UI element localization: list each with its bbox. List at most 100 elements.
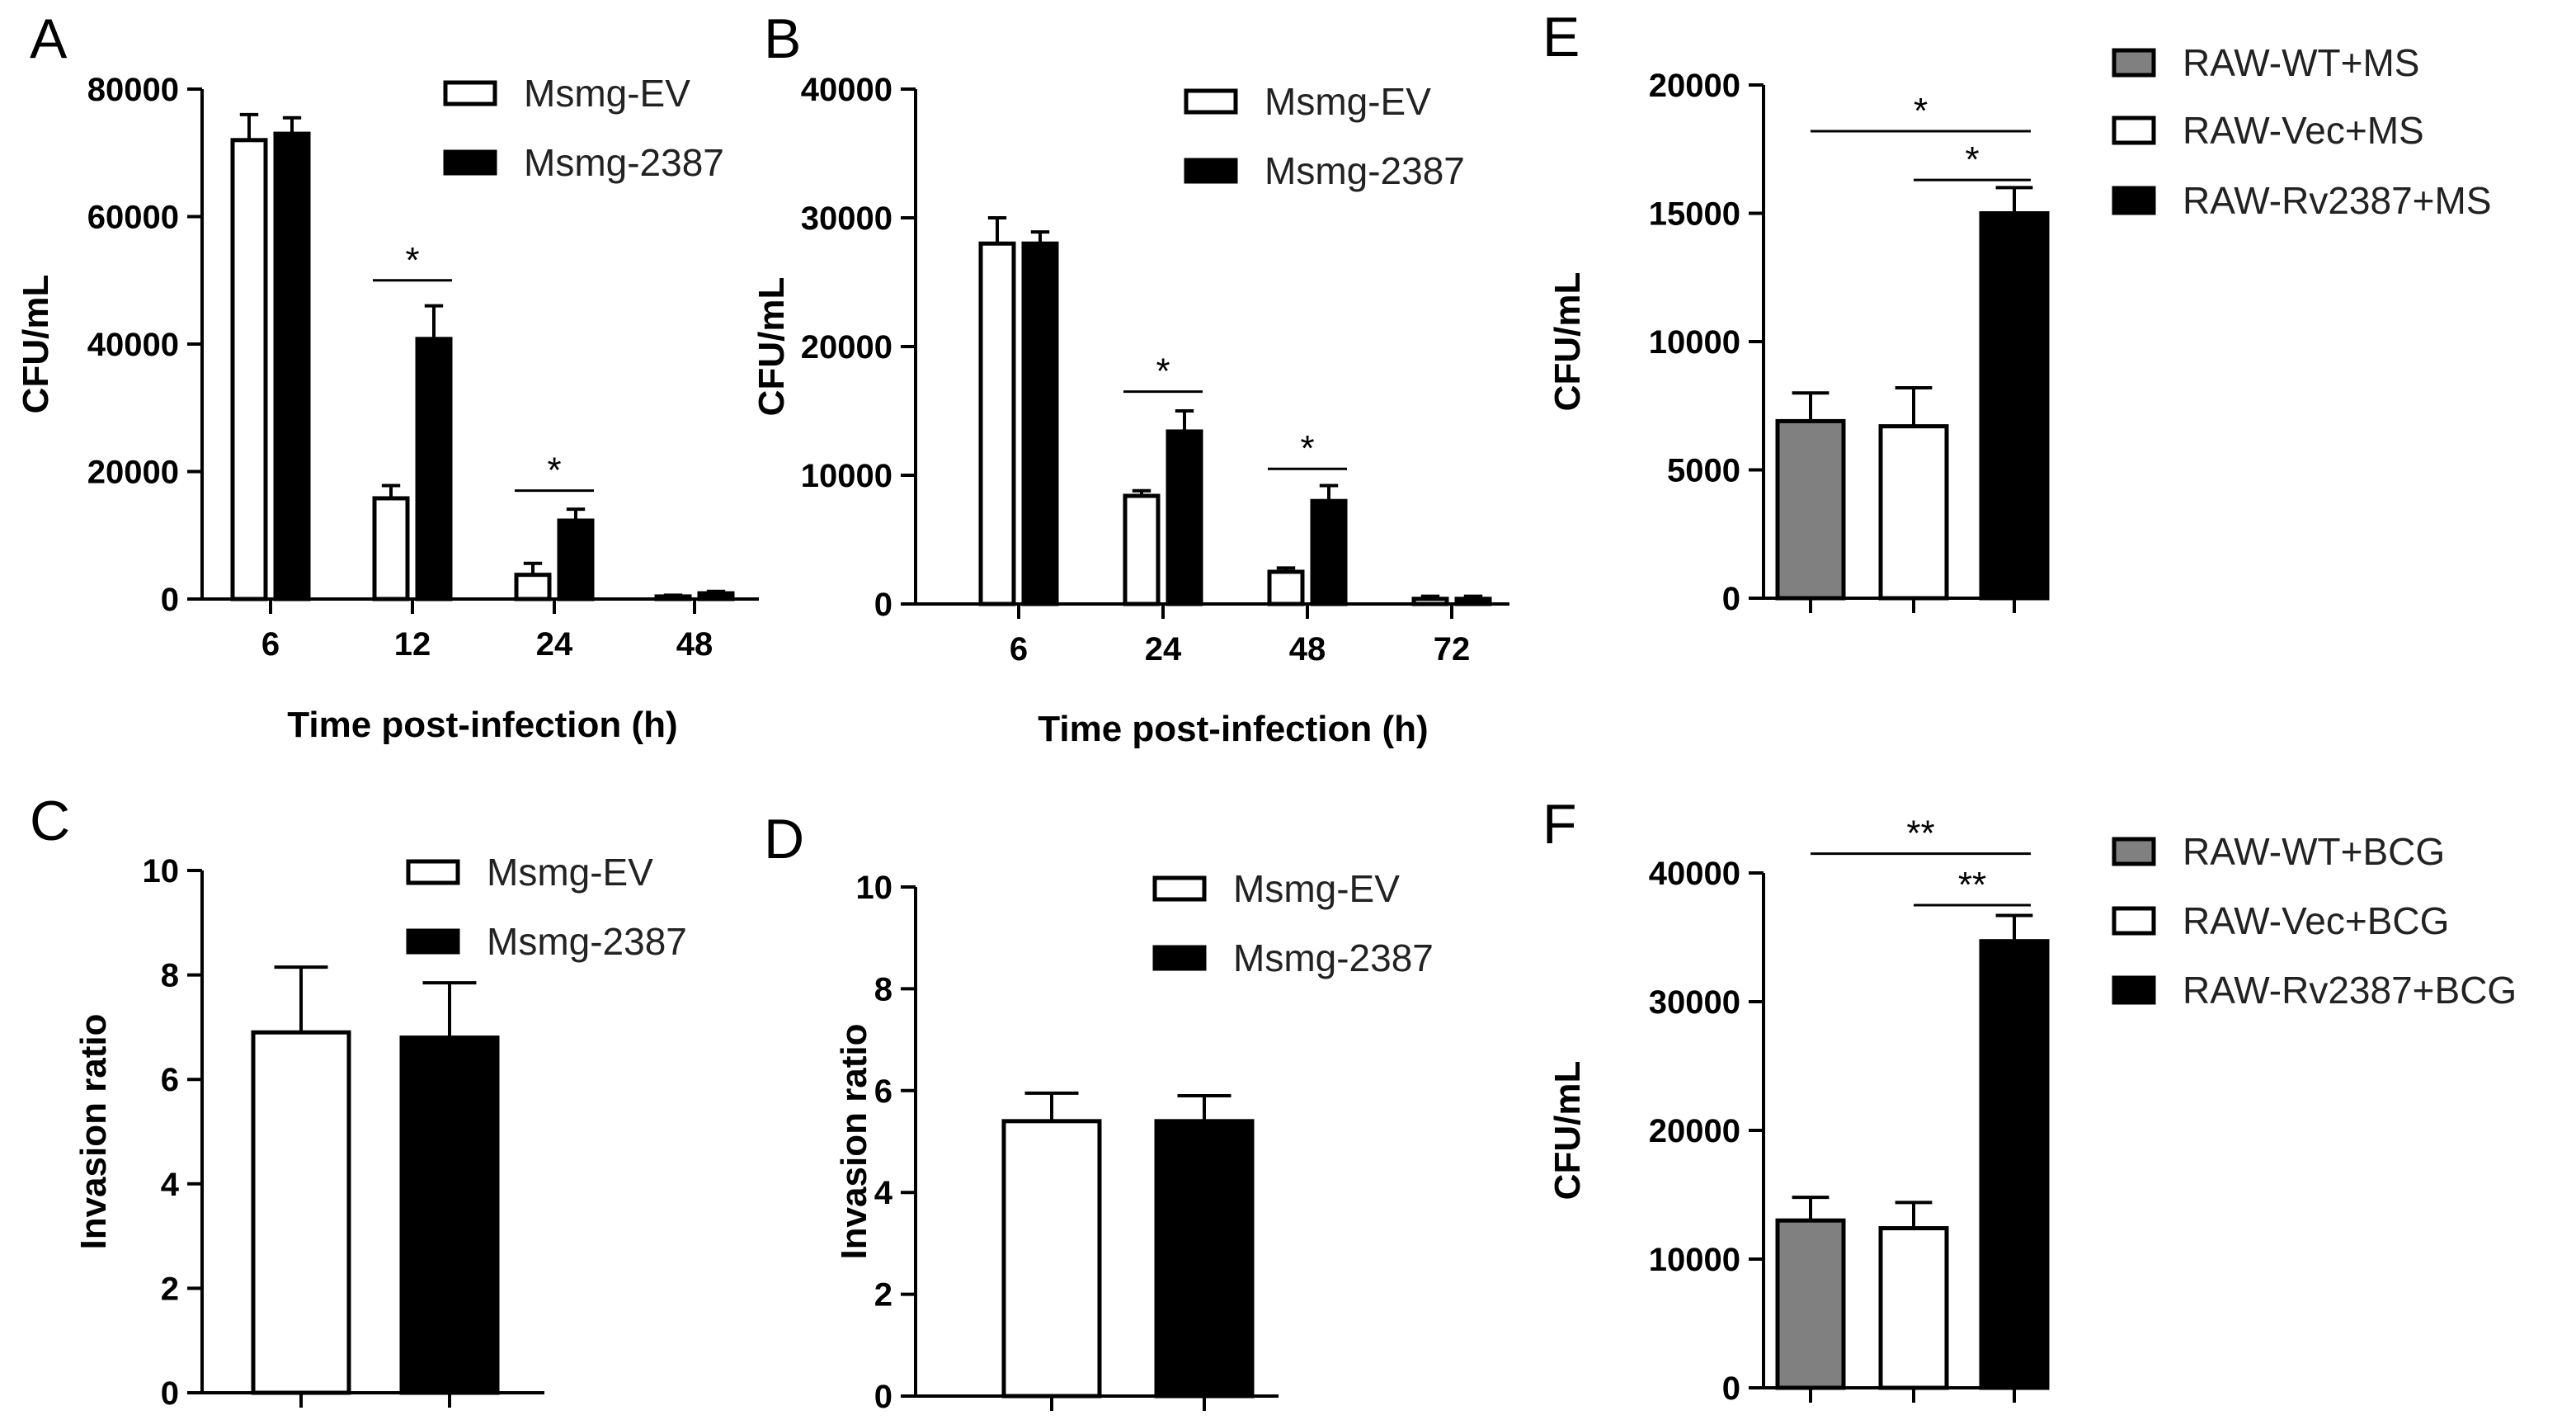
legend-swatch: [1184, 158, 1238, 184]
legend-swatch: [406, 928, 460, 955]
bar-msmg-ev: [978, 241, 1016, 606]
y-axis-label: Invasion ratio: [834, 1023, 874, 1259]
legend-label: RAW-Rv2387+MS: [2183, 179, 2492, 222]
bar-raw-wt+bcg: [1775, 1218, 1846, 1390]
panel-label: C: [30, 790, 70, 852]
legend-swatch: [1152, 875, 1207, 902]
legend-swatch: [406, 859, 460, 885]
y-tick-label: 15000: [1649, 196, 1740, 233]
x-tick-label: 12: [394, 626, 431, 663]
y-tick-label: 20000: [801, 329, 892, 366]
significance-label: *: [547, 451, 561, 491]
y-tick-label: 0: [161, 582, 179, 618]
y-tick-label: 2: [161, 1271, 179, 1307]
bar-msmg-ev: [230, 138, 268, 601]
y-tick-label: 0: [161, 1375, 179, 1412]
bar-msmg-2387: [697, 591, 735, 601]
y-axis-label: CFU/mL: [1547, 1061, 1588, 1201]
bar-msmg-ev: [514, 573, 552, 601]
y-tick-label: 10: [143, 853, 180, 889]
panel-label: E: [1542, 6, 1580, 68]
y-tick-label: 0: [874, 587, 892, 623]
bar-msmg-ev: [654, 594, 692, 601]
x-tick-label: 48: [676, 626, 713, 663]
legend-label: Msmg-EV: [1233, 867, 1400, 910]
legend-label: Msmg-2387: [524, 141, 724, 184]
y-axis-label: CFU/mL: [1547, 272, 1588, 412]
bar-raw-vec+bcg: [1878, 1226, 1949, 1390]
legend-label: Msmg-EV: [1264, 80, 1431, 123]
y-tick-label: 80000: [87, 72, 179, 108]
y-tick-label: 2: [874, 1277, 892, 1314]
bar-msmg-ev: [1001, 1119, 1102, 1399]
x-tick-label: 24: [1145, 631, 1182, 668]
legend-label: RAW-Rv2387+BCG: [2183, 969, 2517, 1012]
y-tick-label: 10000: [801, 458, 892, 494]
panel-label: D: [764, 808, 804, 870]
legend-swatch: [2112, 116, 2156, 145]
legend-label: Msmg-2387: [487, 920, 687, 963]
panel-label: B: [764, 7, 801, 70]
y-tick-label: 60000: [87, 200, 179, 236]
panel-d: D 0 2 4 6 8 10 Invasion ratio Msmg-EV Msmg-2387: [764, 808, 1434, 1415]
x-tick-label: 72: [1434, 631, 1471, 668]
y-tick-label: 4: [874, 1175, 893, 1211]
y-tick-label: 0: [874, 1379, 892, 1415]
x-tick-label: 24: [536, 626, 573, 663]
bar-msmg-2387: [415, 337, 453, 601]
bar-msmg-2387: [557, 518, 595, 601]
y-tick-label: 0: [1722, 1370, 1740, 1407]
panel-e: E 0 5000 10000 15000 20000 CFU/mL * * RAW-WT+MS RA…: [1542, 6, 2492, 617]
y-tick-label: 8: [874, 971, 892, 1007]
legend-swatch: [443, 149, 497, 176]
y-tick-label: 4: [161, 1167, 180, 1203]
bar-msmg-ev: [1411, 597, 1449, 606]
y-tick-label: 40000: [1649, 856, 1740, 892]
y-tick-label: 20000: [87, 455, 179, 491]
panel-label: F: [1542, 793, 1577, 856]
bar-msmg-ev: [1123, 493, 1161, 606]
bar-raw-rv2387+ms: [1979, 211, 2050, 601]
x-tick-label: 48: [1289, 631, 1326, 668]
y-tick-label: 20000: [1649, 68, 1740, 104]
panel-f: F 0 10000 20000 30000 40000 CFU/mL ** ** RAW-WT+B…: [1542, 793, 2517, 1407]
legend-swatch: [2112, 186, 2156, 215]
legend-swatch: [443, 80, 497, 106]
bar-msmg-ev: [251, 1030, 351, 1395]
y-tick-label: 30000: [801, 200, 892, 237]
y-tick-label: 40000: [801, 72, 892, 108]
y-tick-label: 20000: [1649, 1113, 1740, 1149]
legend-swatch: [1152, 945, 1207, 971]
legend-swatch: [2112, 48, 2156, 78]
y-tick-label: 30000: [1649, 984, 1740, 1021]
significance-label: **: [1958, 865, 1986, 905]
x-axis-label: Time post-infection (h): [1038, 709, 1428, 749]
y-tick-label: 10: [856, 870, 893, 906]
legend-swatch: [2112, 975, 2156, 1005]
panel-c: C 0 2 4 6 8 10 Invasion ratio Msmg-EV Msmg-2387: [30, 790, 687, 1412]
legend-label: Msmg-2387: [1233, 936, 1434, 979]
bar-msmg-ev: [372, 496, 410, 601]
y-axis-label: CFU/mL: [16, 275, 56, 414]
x-tick-label: 6: [261, 626, 280, 663]
bar-msmg-2387: [1021, 241, 1059, 606]
bar-msmg-2387: [1310, 498, 1348, 606]
x-axis-label: Time post-infection (h): [287, 705, 677, 745]
y-tick-label: 0: [1722, 581, 1740, 617]
legend-swatch: [1184, 88, 1238, 115]
y-axis-label: Invasion ratio: [73, 1013, 114, 1249]
x-tick-label: 6: [1010, 631, 1028, 668]
y-tick-label: 6: [874, 1073, 892, 1110]
significance-label: **: [1906, 814, 1934, 854]
y-tick-label: 8: [161, 958, 179, 994]
significance-label: *: [405, 240, 419, 281]
y-tick-label: 5000: [1667, 453, 1740, 489]
legend-label: RAW-Vec+MS: [2183, 109, 2424, 152]
legend-label: Msmg-2387: [1264, 149, 1465, 192]
legend-label: RAW-WT+MS: [2183, 41, 2419, 84]
significance-label: *: [1914, 91, 1928, 131]
bar-msmg-2387: [399, 1036, 500, 1395]
bar-raw-vec+ms: [1878, 424, 1949, 601]
bar-msmg-2387: [1454, 597, 1492, 606]
bar-raw-wt+ms: [1775, 418, 1846, 601]
